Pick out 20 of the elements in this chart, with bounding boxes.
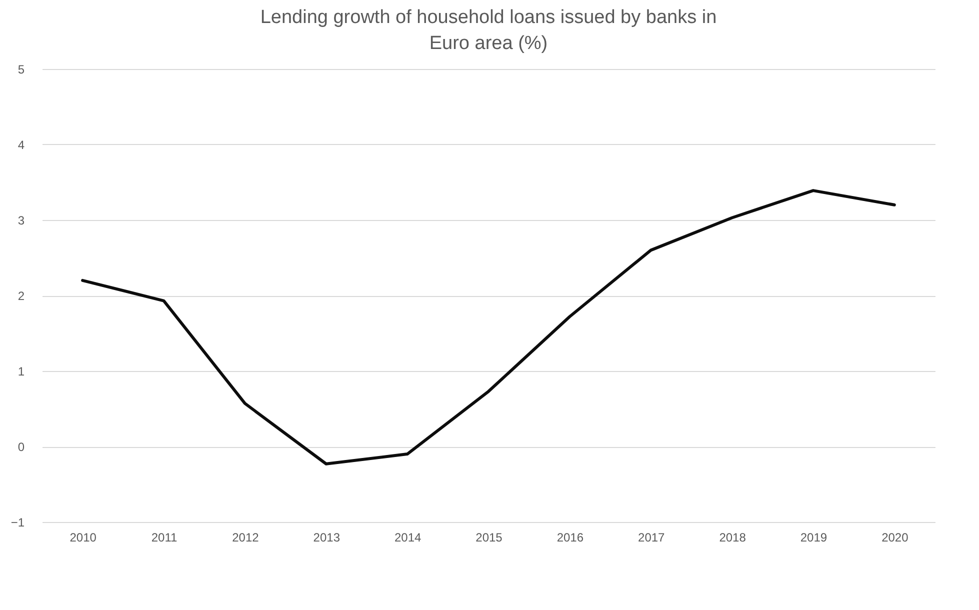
x-tick-label: 2019 (800, 530, 828, 544)
x-tick-label: 2015 (476, 530, 503, 544)
y-tick-label: 2 (18, 289, 25, 303)
x-tick-label: 2010 (70, 530, 97, 544)
x-tick-label: 2017 (638, 530, 666, 544)
x-tick-label: 2020 (882, 530, 909, 544)
chart-title: Lending growth of household loans issued by banks in Euro area (%) (260, 7, 717, 54)
y-tick-label: −1 (10, 516, 25, 530)
y-tick-label: 0 (18, 440, 25, 454)
y-tick-label: 4 (18, 138, 25, 152)
line-series (81, 189, 896, 466)
x-tick-label: 2016 (556, 530, 584, 544)
y-tick-label: 5 (18, 62, 25, 76)
x-tick-label: 2011 (151, 530, 178, 544)
y-tick-label: 3 (18, 214, 25, 228)
x-tick-label: 2013 (313, 530, 340, 544)
y-tick-label: 1 (18, 364, 25, 378)
x-tick-label: 2018 (719, 530, 746, 544)
x-tick-label: 2014 (394, 530, 422, 544)
x-tick-label: 2012 (232, 530, 260, 544)
